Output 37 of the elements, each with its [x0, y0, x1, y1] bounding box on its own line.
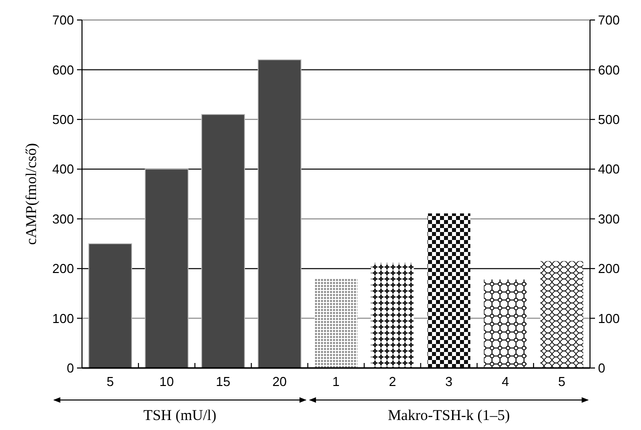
y2-tick-label: 700 [598, 12, 620, 28]
bar [88, 243, 132, 368]
bar [427, 213, 470, 368]
y-tick-label: 600 [52, 62, 74, 78]
text: Makro-TSH-k (1–5) [388, 408, 510, 424]
y2-tick-label: 400 [598, 162, 620, 177]
x-tick-label: 1 [332, 374, 340, 389]
y2-tick-label: 500 [598, 112, 620, 127]
text: TSH (mU/l) [143, 408, 216, 424]
x-tick-label: 5 [106, 374, 114, 389]
bar [540, 261, 584, 368]
y-tick-label: 400 [52, 162, 74, 177]
y2-tick-label: 0 [598, 360, 606, 376]
y2-tick-label: 600 [598, 62, 620, 78]
bar [370, 263, 414, 368]
y2-tick-label: 200 [598, 261, 620, 276]
x-tick-label: 3 [445, 374, 453, 389]
bar [201, 114, 245, 368]
y2-tick-label: 100 [598, 310, 620, 326]
x-tick-label: 5 [558, 374, 566, 389]
x-tick-label: 10 [159, 374, 174, 389]
x-tick-label: 2 [388, 374, 396, 389]
y-tick-label: 0 [66, 360, 74, 376]
y-tick-label: 100 [52, 310, 74, 326]
bar [144, 168, 189, 368]
bar [484, 280, 527, 368]
x-tick-label: 15 [216, 374, 230, 389]
y2-tick-label: 300 [598, 211, 620, 226]
bar [314, 278, 358, 368]
bar [258, 59, 302, 368]
x-tick-label: 4 [502, 374, 509, 389]
y-tick-label: 300 [52, 211, 74, 226]
y-tick-label: 500 [52, 112, 74, 127]
y-tick-label: 700 [52, 12, 74, 28]
y-axis-title: cAMP(fmol/cső) [24, 143, 40, 245]
y-tick-label: 200 [52, 261, 74, 276]
x-tick-label: 20 [272, 374, 287, 389]
